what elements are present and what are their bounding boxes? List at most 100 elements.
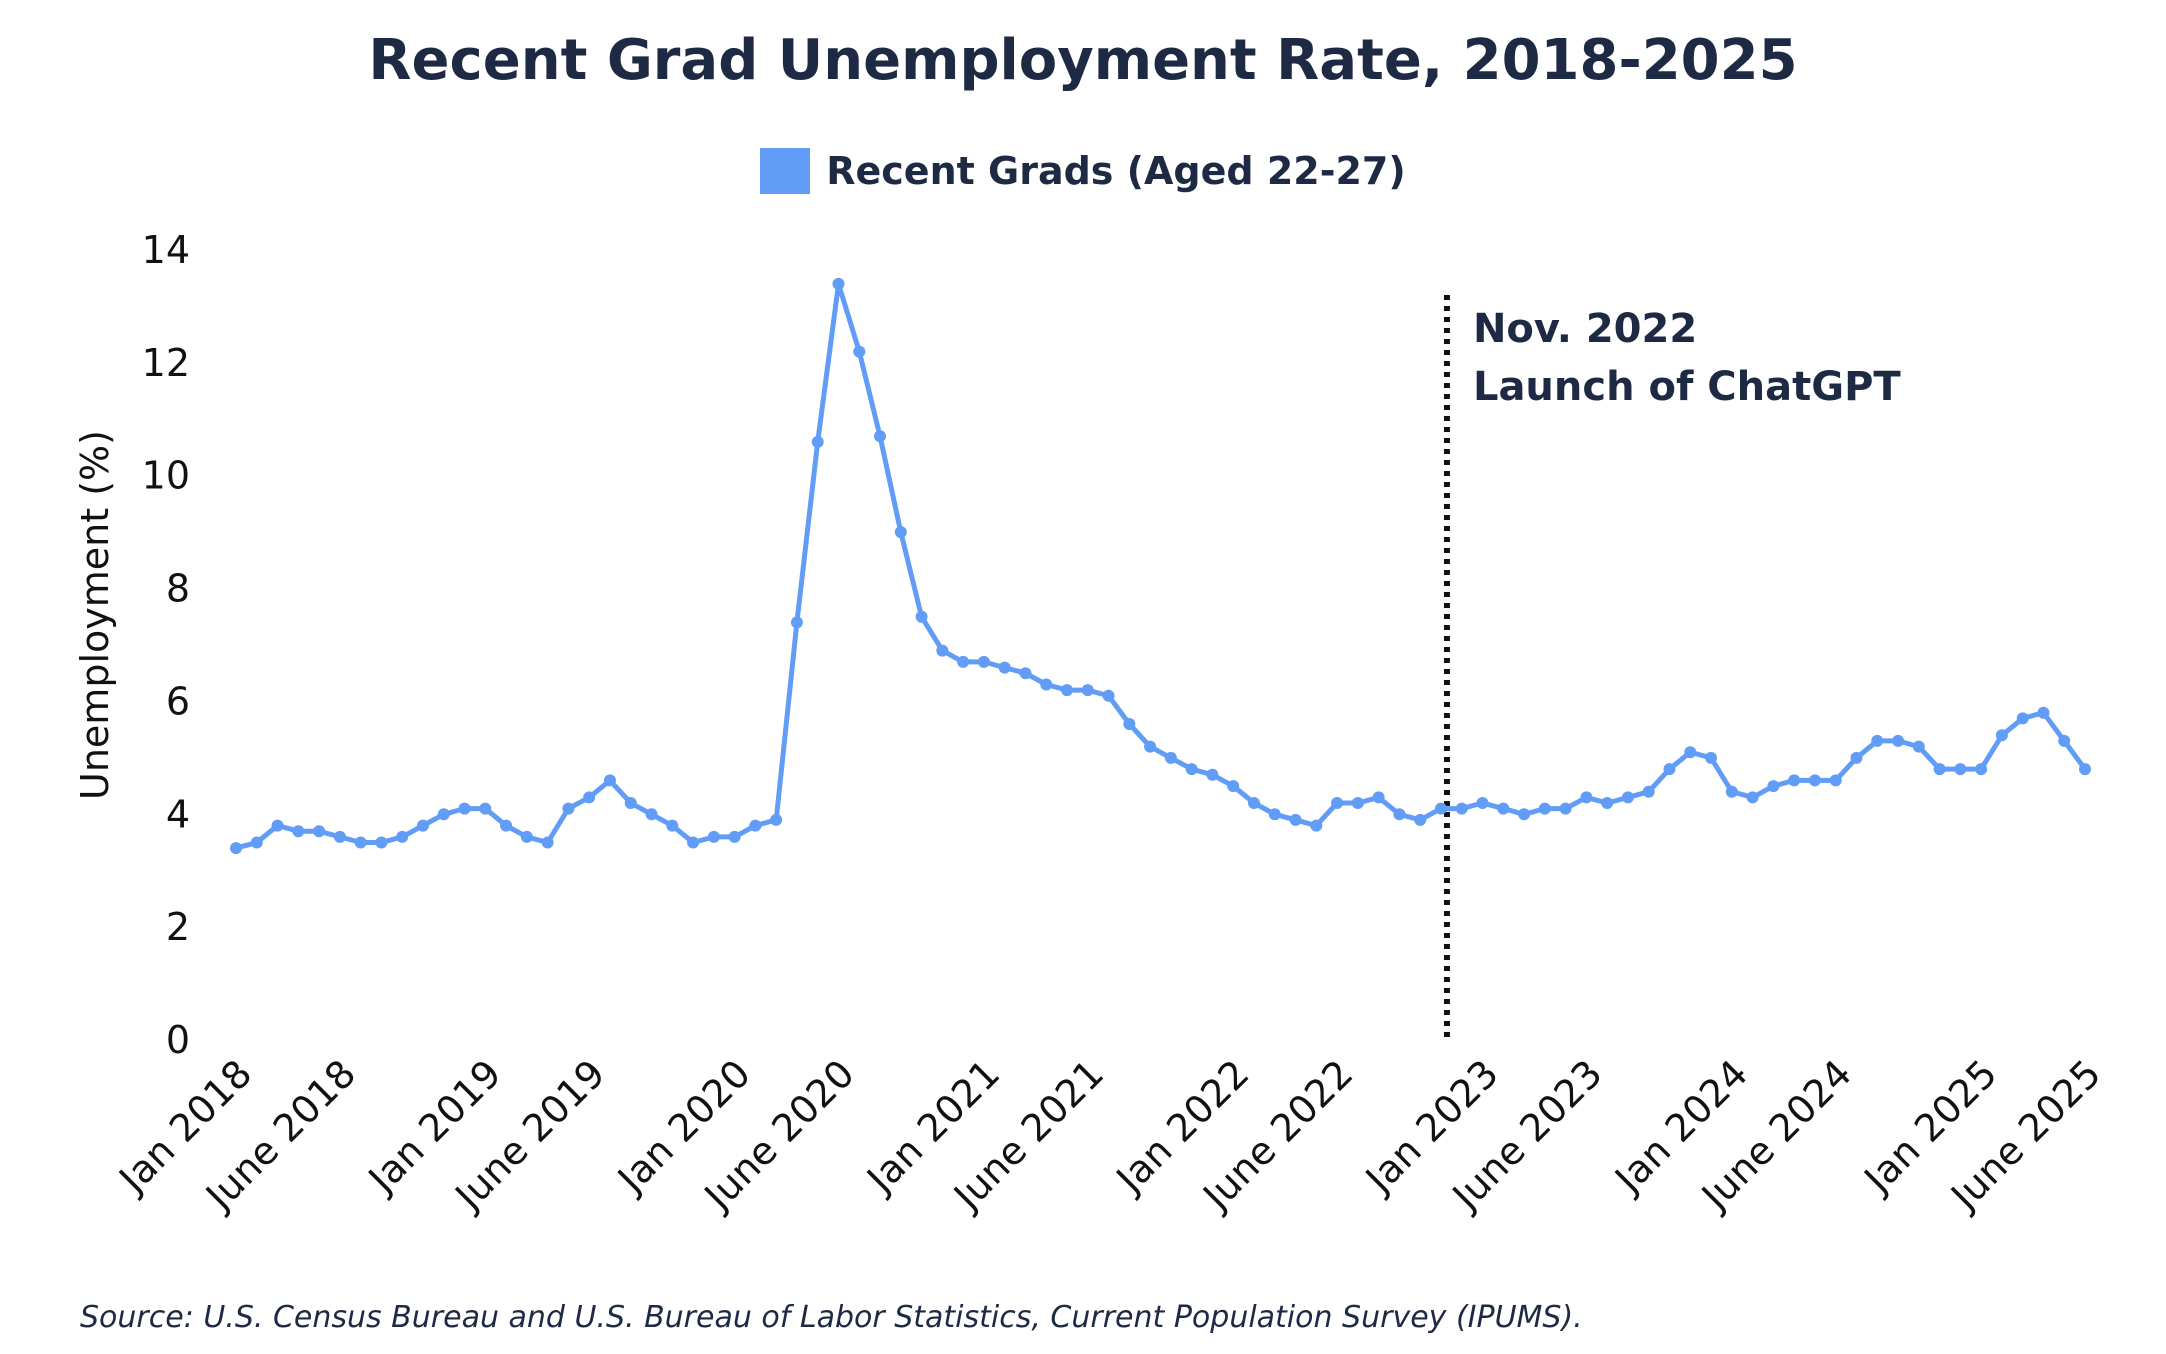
data-point xyxy=(645,808,658,821)
data-point xyxy=(666,819,679,832)
data-point xyxy=(770,813,783,826)
data-point xyxy=(915,610,928,623)
y-tick-label: 2 xyxy=(166,905,190,949)
data-point xyxy=(957,655,970,668)
data-point xyxy=(1206,768,1219,781)
data-point xyxy=(1954,763,1967,776)
data-point xyxy=(1351,797,1364,809)
data-point xyxy=(583,791,596,804)
data-point xyxy=(1746,791,1759,804)
data-point xyxy=(1601,797,1614,809)
data-point xyxy=(2079,763,2091,776)
data-point xyxy=(1621,791,1634,804)
data-point xyxy=(894,526,907,539)
data-point xyxy=(1892,734,1905,747)
data-point xyxy=(1081,684,1094,697)
data-point xyxy=(1725,785,1738,798)
data-point xyxy=(354,836,367,849)
y-tick-label: 0 xyxy=(166,1018,190,1062)
source-note: Source: U.S. Census Bureau and U.S. Bure… xyxy=(80,1300,1583,1335)
chart-title: Recent Grad Unemployment Rate, 2018-2025 xyxy=(368,28,1798,93)
data-point xyxy=(1663,763,1676,776)
data-point xyxy=(250,836,263,849)
data-point xyxy=(1102,689,1115,702)
data-point xyxy=(458,802,471,815)
data-point xyxy=(1164,751,1177,764)
data-point xyxy=(1144,740,1157,753)
data-point xyxy=(416,819,429,832)
data-point xyxy=(333,830,346,843)
data-point xyxy=(998,661,1011,674)
y-tick-label: 4 xyxy=(166,792,190,836)
y-tick-label: 8 xyxy=(166,567,190,611)
legend-swatch xyxy=(760,148,811,194)
data-point xyxy=(1933,763,1946,776)
data-point xyxy=(832,277,845,290)
data-point xyxy=(562,802,575,815)
data-point xyxy=(500,819,513,832)
data-point xyxy=(874,430,887,443)
data-point xyxy=(1268,808,1281,821)
data-point xyxy=(230,842,242,855)
data-point xyxy=(790,616,803,629)
data-point xyxy=(1538,802,1551,815)
data-point xyxy=(1497,802,1510,815)
data-point xyxy=(1414,813,1427,826)
data-point xyxy=(1788,774,1801,787)
data-point xyxy=(1684,746,1697,759)
data-point xyxy=(479,802,492,815)
data-point xyxy=(520,830,533,843)
data-point xyxy=(1476,797,1489,809)
data-point xyxy=(1227,780,1240,793)
data-point xyxy=(1642,785,1655,798)
data-point xyxy=(1808,774,1821,787)
data-point xyxy=(1767,780,1780,793)
data-point xyxy=(396,830,409,843)
data-point xyxy=(687,836,700,849)
data-point xyxy=(936,644,949,657)
data-point xyxy=(603,774,616,787)
data-point xyxy=(1393,808,1406,821)
data-point xyxy=(271,819,284,832)
data-point xyxy=(1061,684,1074,697)
data-point xyxy=(1123,718,1136,730)
data-point xyxy=(1975,763,1988,776)
data-point xyxy=(1871,734,1884,747)
data-point xyxy=(437,808,450,821)
data-point xyxy=(1850,751,1863,764)
data-point xyxy=(1995,729,2008,742)
data-point xyxy=(1829,774,1842,787)
data-point xyxy=(707,830,720,843)
data-point xyxy=(728,830,741,843)
y-tick-label: 6 xyxy=(166,679,190,723)
data-point xyxy=(1705,751,1718,764)
data-point xyxy=(1289,813,1302,826)
y-axis-label: Unemployment (%) xyxy=(73,430,117,800)
legend-label: Recent Grads (Aged 22-27) xyxy=(826,149,1406,193)
data-point xyxy=(1019,667,1032,680)
annotation-text: Nov. 2022 xyxy=(1473,306,1697,352)
data-point xyxy=(2037,706,2050,719)
annotation: Nov. 2022 Launch of ChatGPT xyxy=(1443,295,1901,1040)
annotation-text: Launch of ChatGPT xyxy=(1473,364,1901,410)
data-point xyxy=(1185,763,1198,776)
data-point xyxy=(1040,678,1053,691)
data-point xyxy=(853,345,866,358)
legend: Recent Grads (Aged 22-27) xyxy=(0,148,2166,194)
data-point xyxy=(977,655,990,668)
data-point xyxy=(1912,740,1925,753)
data-point xyxy=(1247,797,1260,809)
data-point xyxy=(541,836,554,849)
data-point xyxy=(313,825,326,838)
data-point xyxy=(2016,712,2029,725)
y-tick-label: 14 xyxy=(142,228,190,272)
data-point xyxy=(292,825,305,838)
data-point xyxy=(1434,802,1447,815)
series-recent-grads xyxy=(230,277,2091,855)
data-point xyxy=(811,435,824,448)
data-point xyxy=(1518,808,1531,821)
data-point xyxy=(624,797,637,809)
y-tick-label: 12 xyxy=(142,341,190,385)
